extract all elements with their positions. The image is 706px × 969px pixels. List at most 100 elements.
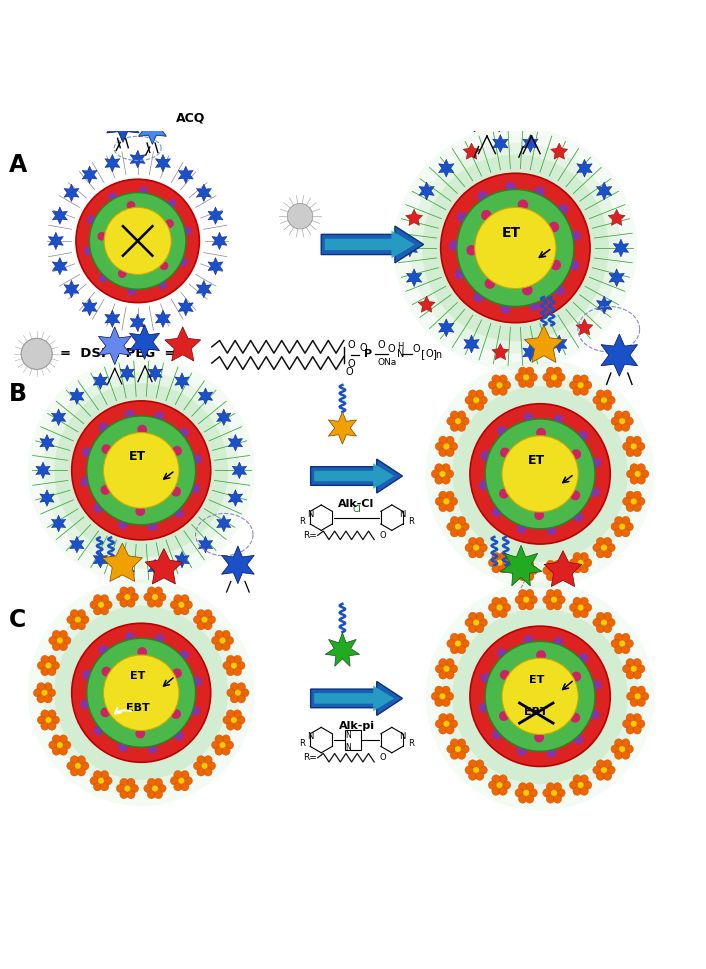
Circle shape <box>499 775 508 783</box>
Polygon shape <box>148 365 162 382</box>
Circle shape <box>443 498 450 505</box>
Polygon shape <box>501 546 542 586</box>
Circle shape <box>100 770 109 779</box>
Circle shape <box>241 689 249 697</box>
Circle shape <box>640 470 649 478</box>
Circle shape <box>144 784 152 793</box>
Circle shape <box>445 713 454 722</box>
Circle shape <box>475 612 484 621</box>
Text: R: R <box>299 516 305 526</box>
Circle shape <box>447 745 455 753</box>
Text: R=: R= <box>304 753 317 763</box>
Circle shape <box>573 387 581 395</box>
Circle shape <box>469 760 477 768</box>
Circle shape <box>630 686 638 695</box>
Circle shape <box>67 615 75 624</box>
Circle shape <box>197 767 205 776</box>
Circle shape <box>469 612 477 621</box>
Circle shape <box>442 686 450 695</box>
Circle shape <box>443 721 450 727</box>
Circle shape <box>499 375 508 384</box>
Circle shape <box>551 790 557 797</box>
Circle shape <box>501 303 510 314</box>
Circle shape <box>607 766 615 774</box>
Circle shape <box>449 720 457 728</box>
Circle shape <box>633 659 642 667</box>
Circle shape <box>515 789 523 797</box>
Circle shape <box>611 640 619 647</box>
Circle shape <box>116 593 125 601</box>
Circle shape <box>152 594 158 600</box>
Circle shape <box>580 552 588 561</box>
Circle shape <box>473 545 479 550</box>
Circle shape <box>597 612 605 621</box>
Circle shape <box>546 589 555 598</box>
Polygon shape <box>311 459 402 493</box>
Circle shape <box>583 381 592 390</box>
Circle shape <box>597 402 605 411</box>
Circle shape <box>619 641 626 646</box>
Circle shape <box>445 692 454 701</box>
Circle shape <box>70 621 78 630</box>
Circle shape <box>601 766 607 773</box>
Circle shape <box>222 642 230 650</box>
Circle shape <box>503 381 510 390</box>
Polygon shape <box>406 209 423 226</box>
Circle shape <box>37 682 45 691</box>
Circle shape <box>475 538 484 546</box>
Circle shape <box>104 776 112 785</box>
Circle shape <box>518 589 527 598</box>
Circle shape <box>457 645 466 654</box>
Circle shape <box>500 448 510 457</box>
Circle shape <box>120 791 128 798</box>
Circle shape <box>554 637 563 646</box>
Circle shape <box>625 745 633 753</box>
Circle shape <box>554 602 562 610</box>
Circle shape <box>447 417 455 425</box>
Circle shape <box>492 597 501 606</box>
Circle shape <box>623 497 631 506</box>
Circle shape <box>394 126 637 370</box>
Polygon shape <box>36 462 50 479</box>
Circle shape <box>41 710 49 718</box>
Circle shape <box>90 776 98 785</box>
Circle shape <box>489 558 497 567</box>
Circle shape <box>621 634 630 641</box>
Circle shape <box>148 791 155 798</box>
Circle shape <box>597 772 605 780</box>
Circle shape <box>529 373 537 382</box>
Circle shape <box>543 789 551 797</box>
Circle shape <box>573 775 581 783</box>
Circle shape <box>227 710 234 718</box>
Circle shape <box>546 783 555 791</box>
Circle shape <box>457 634 466 641</box>
Text: O: O <box>347 340 355 351</box>
Circle shape <box>475 402 484 411</box>
Polygon shape <box>314 685 394 711</box>
Circle shape <box>592 680 602 690</box>
Polygon shape <box>208 258 223 275</box>
Circle shape <box>45 663 52 669</box>
Text: Alk-Cl: Alk-Cl <box>338 499 375 509</box>
Circle shape <box>481 210 491 220</box>
Circle shape <box>578 431 588 441</box>
Circle shape <box>569 260 580 270</box>
Circle shape <box>59 735 68 743</box>
Circle shape <box>518 379 527 388</box>
Circle shape <box>621 411 630 420</box>
Circle shape <box>70 767 78 776</box>
Circle shape <box>546 379 555 388</box>
Circle shape <box>77 610 85 618</box>
Text: H: H <box>397 342 403 352</box>
Circle shape <box>447 522 455 531</box>
Circle shape <box>580 375 588 384</box>
Circle shape <box>621 645 630 654</box>
Circle shape <box>465 618 473 627</box>
Circle shape <box>450 645 459 654</box>
Circle shape <box>557 373 566 382</box>
Text: ]n: ]n <box>432 349 442 359</box>
Circle shape <box>438 713 447 722</box>
Circle shape <box>525 602 534 610</box>
Circle shape <box>450 423 459 431</box>
Circle shape <box>438 726 447 735</box>
